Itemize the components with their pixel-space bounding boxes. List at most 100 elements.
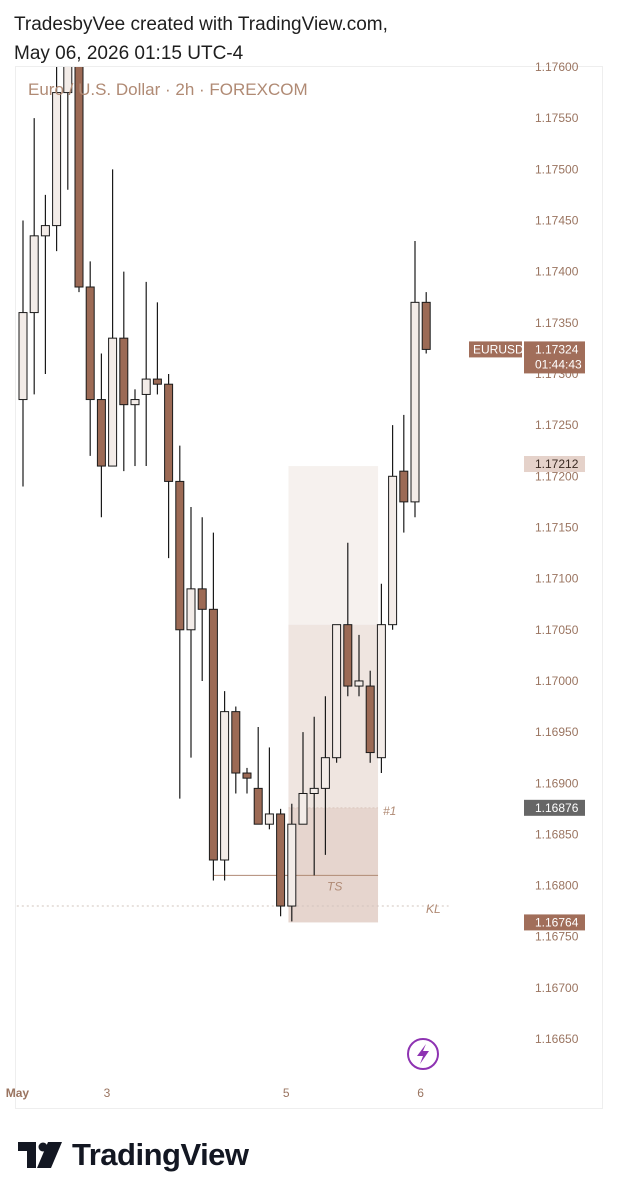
candle	[52, 67, 62, 252]
ticker-badge	[469, 341, 522, 358]
candle-body	[399, 470, 409, 503]
candle	[108, 169, 118, 467]
y-tick-label: 1.17350	[535, 316, 579, 330]
candle-body	[354, 680, 364, 687]
ts-line-label: TS	[327, 879, 342, 893]
candle	[354, 634, 364, 697]
candle-body	[276, 813, 286, 907]
x-tick-label: May	[6, 1086, 30, 1100]
candle	[276, 808, 286, 917]
header-date-line: May 06, 2026 01:15 UTC-4	[14, 43, 244, 64]
y-tick-label: 1.17400	[535, 265, 579, 279]
candle-body	[298, 792, 308, 825]
x-tick-label: 3	[104, 1086, 111, 1100]
candle	[186, 506, 196, 758]
candle-body	[264, 813, 274, 825]
upper-zone	[288, 466, 379, 625]
candle	[376, 583, 386, 774]
candle	[29, 118, 39, 395]
y-tick-label: 1.17200	[535, 469, 579, 483]
y-tick-label: 1.16850	[535, 827, 579, 841]
y-tick-label: 1.16750	[535, 930, 579, 944]
header-author-line: TradesbyVee created with TradingView.com…	[14, 14, 388, 35]
level-1-label: #1	[383, 804, 396, 818]
candle-body	[63, 67, 73, 94]
y-tick-label: 1.17050	[535, 623, 579, 637]
candle	[298, 732, 308, 825]
y-tick-label: 1.17550	[535, 111, 579, 125]
y-tick-label: 1.17450	[535, 213, 579, 227]
candle-body	[208, 608, 218, 861]
candle	[152, 302, 162, 395]
candle-body	[365, 685, 375, 754]
candle	[119, 271, 129, 472]
current-price	[524, 341, 585, 374]
y-tick-label: 1.16800	[535, 879, 579, 893]
candle	[410, 240, 420, 518]
candle	[175, 445, 185, 799]
level-badge-lower	[524, 914, 585, 931]
candle	[287, 803, 297, 922]
ticker-badge-label: EURUSD	[473, 342, 524, 356]
tradingview-wordmark: TradingView	[72, 1137, 249, 1172]
level-badge-1-value: 1.16876	[535, 801, 579, 815]
candle	[332, 624, 342, 763]
candle	[74, 67, 84, 293]
candle-body	[85, 286, 95, 401]
candle	[242, 767, 252, 794]
candle-body	[231, 711, 241, 774]
y-tick-label: 1.17100	[535, 572, 579, 586]
candle-body	[186, 588, 196, 631]
candle	[388, 425, 398, 630]
y-tick-label: 1.17600	[535, 60, 579, 74]
candle	[399, 414, 409, 533]
kl-line-label: KL	[426, 902, 441, 916]
y-tick-label: 1.17500	[535, 162, 579, 176]
candle-body	[74, 67, 84, 288]
candle	[85, 261, 95, 456]
candle	[164, 373, 174, 559]
candle-body	[287, 823, 297, 907]
candle-body	[119, 337, 129, 406]
candle-body	[388, 475, 398, 626]
candle	[18, 220, 28, 487]
candle	[40, 194, 50, 374]
candle-body	[421, 301, 431, 350]
candle-body	[309, 787, 319, 794]
y-tick-label: 1.17150	[535, 520, 579, 534]
candle-body	[332, 624, 342, 759]
candle-body	[108, 337, 118, 467]
candle-body	[130, 399, 140, 406]
candle-body	[164, 383, 174, 482]
candle-body	[52, 92, 62, 227]
level-badge-lower-value: 1.16764	[535, 915, 579, 929]
candle-body	[29, 235, 39, 314]
chart-header: TradesbyVee created with TradingView.com…	[14, 10, 388, 68]
tradingview-logo-icon	[18, 1142, 62, 1168]
chart-frame	[15, 66, 603, 1109]
candle-body	[141, 378, 151, 395]
candle-body	[220, 711, 230, 861]
candle-body	[410, 301, 420, 503]
current-price-value: 1.17324	[535, 342, 579, 356]
candle	[96, 353, 106, 518]
candle-body	[320, 757, 330, 789]
candle-body	[197, 588, 207, 610]
candle-body	[152, 378, 162, 385]
candle-body	[18, 312, 28, 401]
candle	[365, 670, 375, 763]
lightning-icon[interactable]	[407, 1038, 439, 1070]
candle	[253, 726, 263, 825]
candle	[197, 517, 207, 681]
tradingview-footer: TradingView	[18, 1137, 249, 1173]
candle-body	[242, 772, 252, 779]
candle	[63, 67, 73, 190]
y-tick-label: 1.17000	[535, 674, 579, 688]
candle	[264, 747, 274, 830]
plot-area	[16, 67, 449, 923]
y-tick-label: 1.16950	[535, 725, 579, 739]
candle	[421, 292, 431, 354]
candle-body	[253, 787, 263, 825]
candle	[220, 691, 230, 881]
